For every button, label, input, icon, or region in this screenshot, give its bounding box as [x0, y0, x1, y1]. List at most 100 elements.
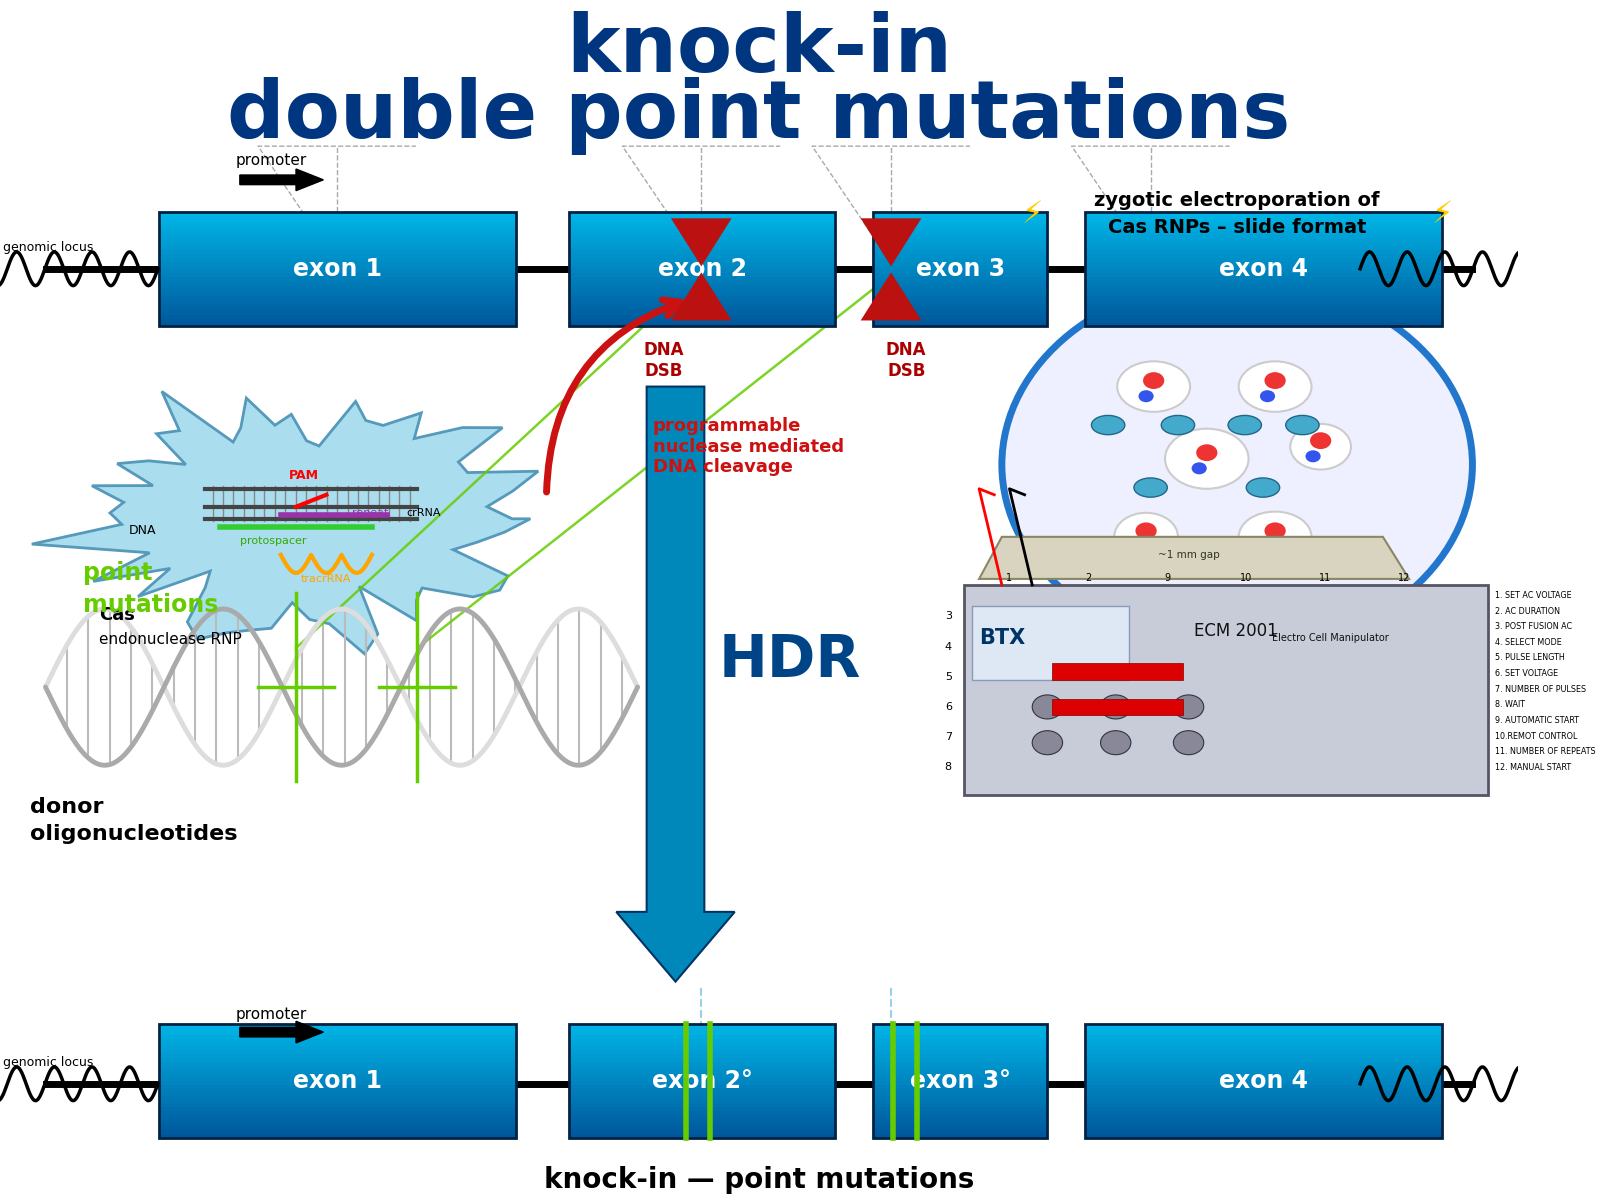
- Bar: [1085, 1039, 1442, 1043]
- Ellipse shape: [1238, 512, 1312, 562]
- Bar: [160, 1039, 517, 1043]
- Bar: [874, 319, 1048, 323]
- Text: knock-in: knock-in: [566, 11, 952, 89]
- Bar: [1085, 1115, 1442, 1119]
- Bar: [570, 1099, 835, 1104]
- Bar: [1085, 296, 1442, 300]
- Bar: [1085, 312, 1442, 315]
- Bar: [570, 289, 835, 293]
- Bar: [1085, 315, 1442, 319]
- Text: 12. MANUAL START: 12. MANUAL START: [1496, 763, 1571, 772]
- Bar: [570, 247, 835, 250]
- Text: promoter: promoter: [235, 153, 307, 169]
- Polygon shape: [861, 272, 922, 320]
- Bar: [570, 1088, 835, 1092]
- Bar: [874, 1134, 1048, 1138]
- Bar: [570, 235, 835, 238]
- Bar: [874, 231, 1048, 235]
- Bar: [570, 281, 835, 284]
- Bar: [570, 266, 835, 270]
- Bar: [570, 216, 835, 220]
- Bar: [160, 300, 517, 303]
- Bar: [160, 1050, 517, 1055]
- Bar: [1085, 224, 1442, 228]
- Text: Electro Cell Manipulator: Electro Cell Manipulator: [1272, 632, 1389, 643]
- Bar: [160, 1078, 517, 1081]
- Bar: [160, 312, 517, 315]
- Text: ⚡: ⚡: [1021, 200, 1043, 229]
- Bar: [874, 303, 1048, 307]
- Bar: [570, 300, 835, 303]
- Bar: [1085, 212, 1442, 326]
- Text: 9. AUTOMATIC START: 9. AUTOMATIC START: [1496, 716, 1579, 725]
- Bar: [570, 293, 835, 296]
- Ellipse shape: [1286, 415, 1318, 435]
- Text: ECM 2001: ECM 2001: [1194, 622, 1278, 641]
- Bar: [160, 293, 517, 296]
- Text: DNA
DSB: DNA DSB: [886, 341, 926, 379]
- Text: 10: 10: [1240, 573, 1253, 583]
- Text: 8: 8: [944, 762, 952, 772]
- Bar: [1085, 1069, 1442, 1073]
- Bar: [1085, 1108, 1442, 1111]
- Text: 3. POST FUSION AC: 3. POST FUSION AC: [1496, 622, 1573, 631]
- Ellipse shape: [1117, 361, 1190, 412]
- Bar: [874, 289, 1048, 293]
- Bar: [874, 1023, 1048, 1138]
- Circle shape: [1173, 695, 1203, 719]
- Bar: [874, 307, 1048, 312]
- Bar: [570, 238, 835, 243]
- Bar: [160, 250, 517, 254]
- Text: exon 4: exon 4: [1219, 1069, 1309, 1093]
- Bar: [874, 1085, 1048, 1088]
- Bar: [1085, 1055, 1442, 1058]
- Bar: [1085, 1058, 1442, 1062]
- Text: donor: donor: [30, 797, 104, 818]
- Bar: [160, 1088, 517, 1092]
- Bar: [570, 231, 835, 235]
- Bar: [570, 270, 835, 273]
- Bar: [160, 1073, 517, 1078]
- Bar: [570, 1131, 835, 1134]
- Bar: [570, 1115, 835, 1119]
- Text: BTX: BTX: [979, 627, 1026, 648]
- Bar: [160, 266, 517, 270]
- Bar: [160, 220, 517, 224]
- Text: repeat: repeat: [352, 508, 389, 518]
- Circle shape: [1173, 731, 1203, 755]
- Bar: [1085, 1096, 1442, 1099]
- Bar: [570, 1050, 835, 1055]
- Text: ⚡: ⚡: [1432, 200, 1453, 229]
- Circle shape: [1002, 278, 1472, 651]
- Circle shape: [1142, 372, 1165, 389]
- Text: DNA
DSB: DNA DSB: [643, 341, 683, 379]
- Text: 7: 7: [944, 732, 952, 742]
- Bar: [1085, 1078, 1442, 1081]
- Bar: [570, 307, 835, 312]
- Bar: [874, 1062, 1048, 1066]
- Bar: [874, 216, 1048, 220]
- Circle shape: [1101, 731, 1131, 755]
- Bar: [160, 1055, 517, 1058]
- Bar: [570, 258, 835, 261]
- Bar: [1085, 1032, 1442, 1035]
- Bar: [874, 1099, 1048, 1104]
- Bar: [570, 1058, 835, 1062]
- Bar: [646, 386, 704, 911]
- Bar: [874, 1127, 1048, 1131]
- Bar: [570, 1055, 835, 1058]
- Text: 1. SET AC VOLTAGE: 1. SET AC VOLTAGE: [1496, 591, 1571, 600]
- Bar: [1085, 1119, 1442, 1122]
- Bar: [874, 261, 1048, 266]
- Bar: [570, 1111, 835, 1115]
- Bar: [1085, 1023, 1442, 1027]
- Text: knock-in — point mutations: knock-in — point mutations: [544, 1165, 974, 1194]
- Text: 5. PULSE LENGTH: 5. PULSE LENGTH: [1496, 654, 1565, 662]
- Bar: [874, 224, 1048, 228]
- Bar: [160, 1066, 517, 1069]
- Text: exon 1: exon 1: [293, 1069, 382, 1093]
- Bar: [874, 277, 1048, 281]
- Polygon shape: [861, 218, 922, 266]
- Bar: [570, 1039, 835, 1043]
- Text: 7. NUMBER OF PULSES: 7. NUMBER OF PULSES: [1496, 685, 1586, 694]
